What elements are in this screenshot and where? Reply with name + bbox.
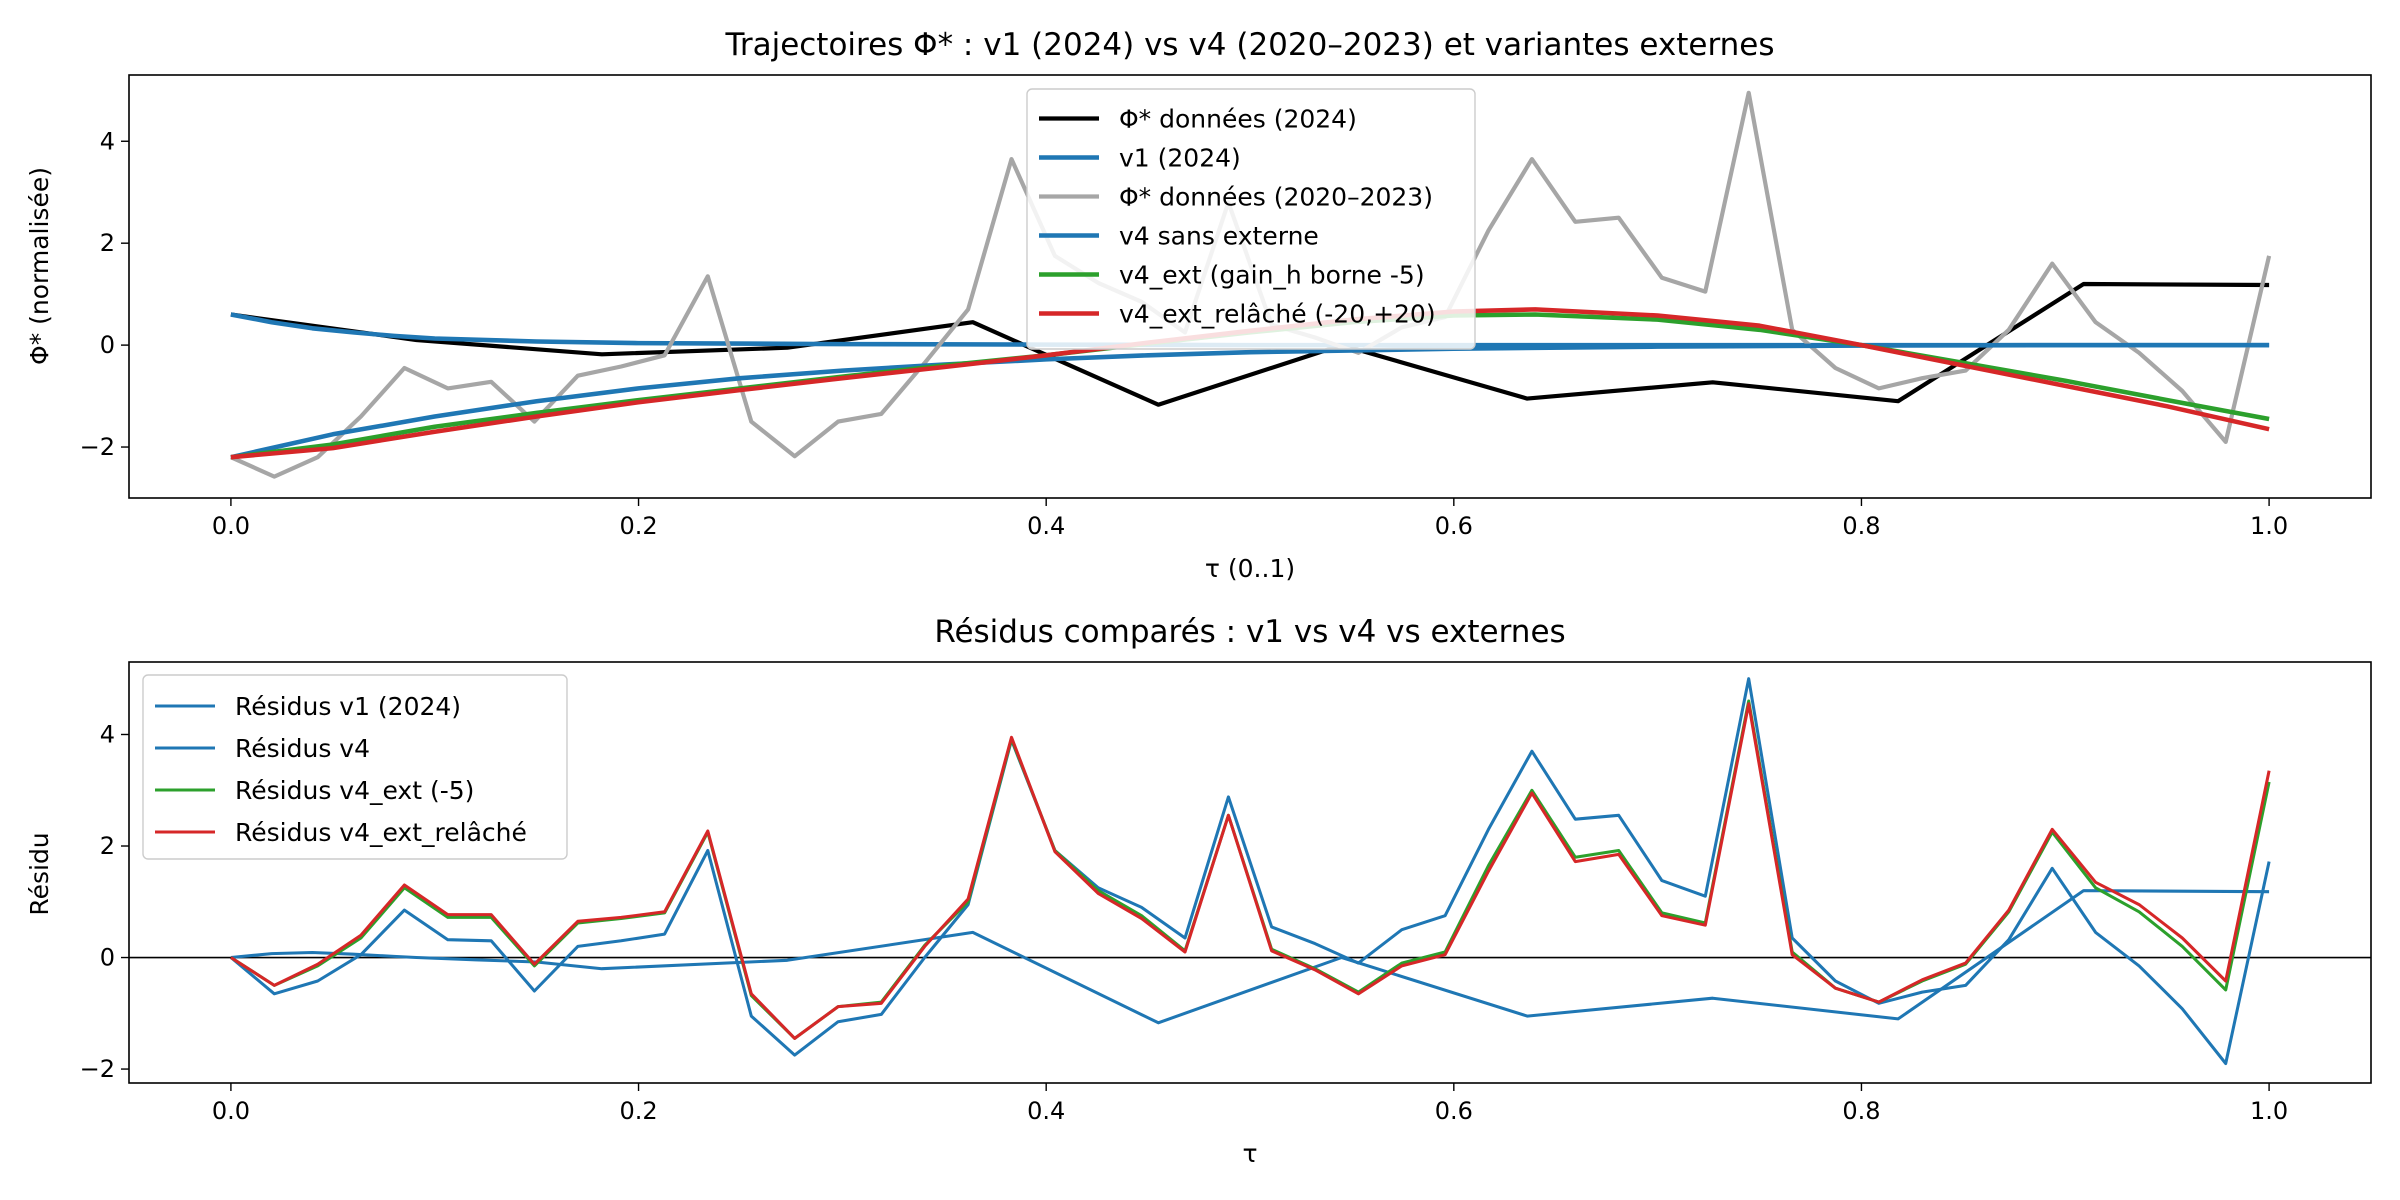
x-tick-label: 0.6 — [1435, 1097, 1473, 1125]
x-tick-label: 0.2 — [619, 1097, 657, 1125]
x-tick-label: 0.4 — [1027, 1097, 1065, 1125]
legend-box — [142, 674, 568, 860]
axis-ticks: 0.0 0.2 0.4 0.6 0.8 1.0 −2 0 2 4 — [80, 127, 2289, 540]
legend-entry: v1 (2024) — [1119, 144, 1241, 173]
y-axis-label: Φ* (normalisée) — [25, 167, 54, 365]
legend-entry: Résidus v4_ext_relâché — [235, 818, 527, 847]
chart-title: Trajectoires Φ* : v1 (2024) vs v4 (2020–… — [724, 27, 1774, 63]
y-tick-label: 0 — [100, 331, 115, 359]
y-tick-label: −2 — [80, 1055, 115, 1083]
y-tick-label: 4 — [100, 720, 115, 748]
legend-entry: Résidus v1 (2024) — [235, 692, 461, 721]
axis-ticks: 0.0 0.2 0.4 0.6 0.8 1.0 −2 0 2 4 — [80, 720, 2289, 1125]
x-tick-label: 0.2 — [619, 512, 657, 540]
axes-frame — [128, 74, 2372, 499]
legend-entry: Φ* données (2020–2023) — [1119, 183, 1433, 212]
series-line-3 — [230, 702, 2271, 1040]
y-axis-label: Résidu — [25, 832, 54, 915]
x-tick-label: 0.8 — [1842, 512, 1880, 540]
y-tick-label: 4 — [100, 127, 115, 155]
plot-lines — [129, 677, 2371, 1066]
x-tick-label: 1.0 — [2250, 512, 2288, 540]
series-line-1 — [229, 677, 2271, 1066]
legend: Φ* données (2024) v1 (2024) Φ* données (20… — [1026, 88, 1476, 350]
legend-entry: v4_ext (gain_h borne -5) — [1119, 261, 1425, 290]
y-tick-label: −2 — [80, 433, 115, 461]
series-line-0 — [230, 281, 2270, 407]
legend-entry: Φ* données (2024) — [1119, 105, 1357, 134]
y-tick-label: 0 — [100, 944, 115, 972]
residuals-panel: Résidus comparés : v1 vs v4 vs externes … — [25, 614, 2372, 1168]
trajectories-panel: Trajectoires Φ* : v1 (2024) vs v4 (2020–… — [25, 27, 2372, 583]
chart-title: Résidus comparés : v1 vs v4 vs externes — [934, 614, 1565, 650]
legend-box — [1026, 88, 1476, 350]
legend-entry: Résidus v4 — [235, 734, 370, 763]
x-tick-label: 0.0 — [212, 512, 250, 540]
x-tick-label: 0.4 — [1027, 512, 1065, 540]
x-tick-label: 0.6 — [1435, 512, 1473, 540]
y-tick-label: 2 — [100, 832, 115, 860]
x-axis-label: τ — [1242, 1139, 1257, 1168]
series-line-0 — [230, 889, 2270, 1025]
legend: Résidus v1 (2024) Résidus v4 Résidus v4_ex… — [142, 674, 568, 860]
axes-frame — [128, 661, 2372, 1084]
y-tick-label: 2 — [100, 229, 115, 257]
x-tick-label: 0.8 — [1842, 1097, 1880, 1125]
legend-entry: v4 sans externe — [1119, 222, 1319, 251]
legend-entry: v4_ext_relâché (-20,+20) — [1119, 300, 1436, 329]
x-axis-label: τ (0..1) — [1205, 554, 1295, 583]
x-tick-label: 0.0 — [212, 1097, 250, 1125]
x-tick-label: 1.0 — [2250, 1097, 2288, 1125]
legend-entry: Résidus v4_ext (-5) — [235, 776, 474, 805]
